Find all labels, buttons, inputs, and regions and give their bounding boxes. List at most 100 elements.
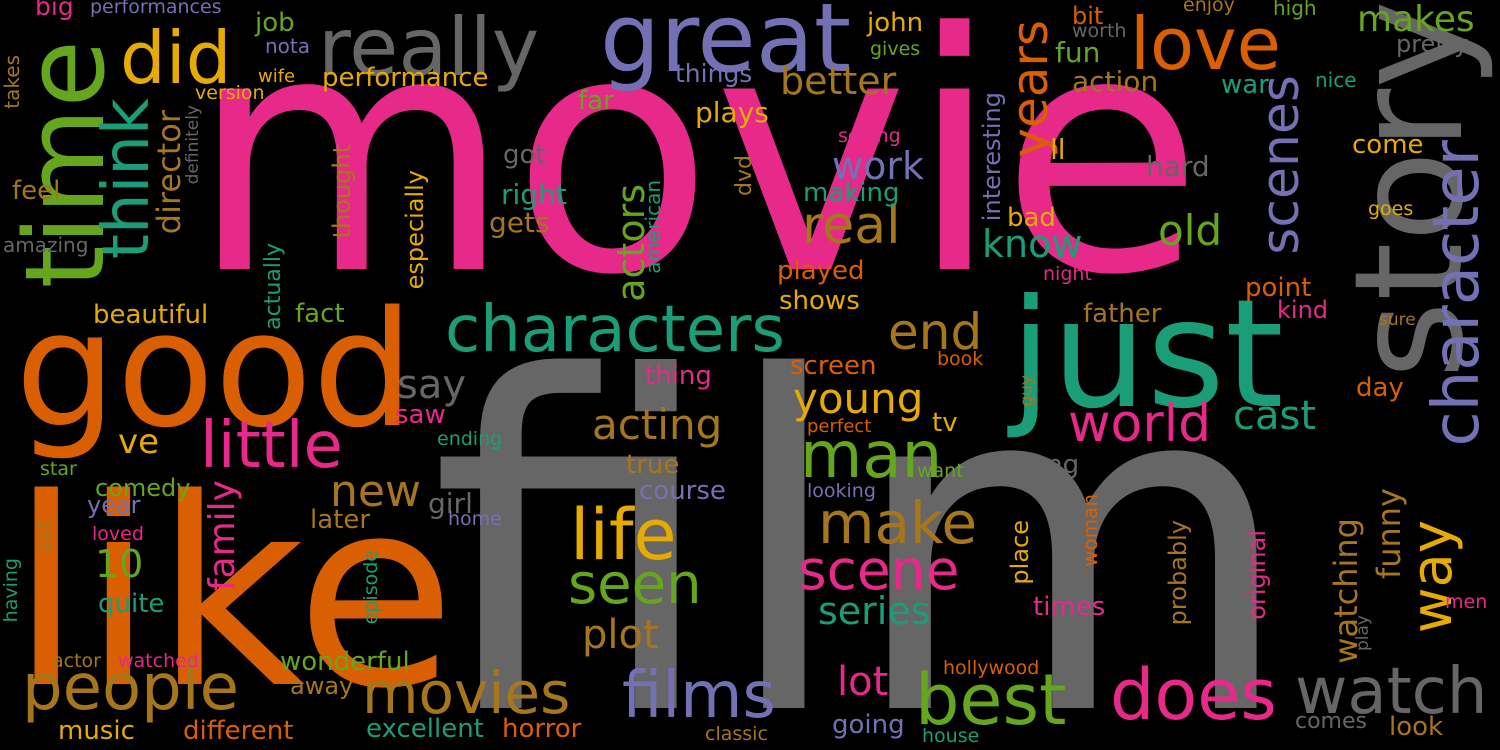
word-movies: movies [362,659,571,727]
word-away: away [290,672,354,700]
word-director: director [150,110,188,235]
word-thing: thing [645,361,712,391]
word-new: new [330,466,421,517]
word-house: house [922,725,980,747]
word-got: got [503,140,546,170]
word-hard: hard [1146,150,1210,183]
word-10: 10 [95,542,144,586]
word-look: look [1389,712,1444,742]
word-fun: fun [1055,36,1101,69]
word-man: man [800,419,943,493]
word-character: character [1420,140,1494,447]
word-girl: girl [428,487,473,520]
word-true: true [626,450,680,480]
word-nice: nice [1315,68,1357,92]
word-young: young [793,374,924,423]
word-music: music [58,716,135,746]
word-main: main [392,90,435,110]
word-love: love [1130,2,1281,86]
word-comedy: comedy [95,474,191,502]
word-later: later [310,505,371,535]
word-ll: ll [1050,133,1066,166]
word-work: work [832,144,924,188]
word-dvd: dvd [732,155,757,196]
word-way: way [1400,520,1465,634]
word-feel: feel [12,176,61,206]
word-come: come [1352,130,1424,160]
word-end: end [888,303,983,361]
word-say: say [397,362,467,408]
word-best: best [915,659,1067,741]
word-actor: actor [52,650,101,672]
word-did: did [120,16,232,100]
word-pretty: pretty [1396,30,1469,58]
word-loved: loved [92,523,144,545]
word-perfect: perfect [807,416,872,437]
word-father: father [1083,299,1162,329]
word-nota: nota [265,34,311,58]
word-making: making [803,178,900,208]
word-ending: ending [437,428,503,450]
word-wonderful: wonderful [280,647,410,677]
word-action: action [1072,65,1159,98]
word-guy: guy [1017,375,1037,407]
word-good: good [15,276,414,463]
word-make: make [818,489,978,557]
word-having: having [0,558,22,623]
word-war: war [1221,70,1269,100]
word-american: american [641,180,665,274]
word-fact: fact [295,299,345,329]
word-high: high [1273,0,1317,20]
word-performance: performance [322,63,489,93]
word-real: real [802,196,901,256]
word-series: series [818,589,931,633]
word-kind: kind [1277,296,1329,324]
word-original: original [1243,530,1271,620]
word-shows: shows [779,286,860,316]
word-plays: plays [695,96,769,129]
word-thought: thought [328,144,356,239]
word-night: night [1043,263,1092,285]
word-job: job [255,8,295,38]
word-characters: characters [445,293,785,367]
word-gives: gives [870,38,921,60]
word-star: star [40,458,77,480]
word-john: john [867,8,924,38]
word-ve: ve [118,422,160,462]
word-acting: acting [592,400,723,449]
word-bit: bit [1072,2,1104,30]
word-like: like [10,444,456,746]
word-takes: takes [0,55,24,109]
word-especially: especially [401,170,429,290]
word-big: big [35,0,74,21]
word-probably: probably [1164,520,1192,626]
word-course: course [639,476,726,506]
word-classic: classic [705,723,768,745]
word-episode: episode [360,550,382,625]
word-play: play [1353,615,1373,651]
word-world: world [1068,394,1212,454]
word-woman: woman [1078,494,1102,568]
word-films: films [622,659,776,733]
word-tv: tv [932,408,958,438]
word-old: old [1158,206,1223,255]
word-goes: goes [1368,198,1414,220]
word-set: set [33,520,58,554]
word-family: family [202,480,243,592]
word-bad: bad [1007,203,1056,233]
word-great: great [600,0,852,94]
word-watch: watch [1295,655,1488,729]
word-watched: watched [118,650,199,672]
word-times: times [1033,592,1106,622]
word-version: version [195,82,265,104]
word-know: know [982,222,1083,266]
word-sure: sure [1379,310,1416,330]
word-day: day [1356,373,1404,403]
word-funny: funny [1370,488,1408,580]
word-seeing: seeing [838,125,901,147]
word-lot: lot [837,659,889,705]
word-different: different [183,716,294,746]
word-amazing: amazing [3,233,89,257]
word-scene: scene [798,538,960,602]
